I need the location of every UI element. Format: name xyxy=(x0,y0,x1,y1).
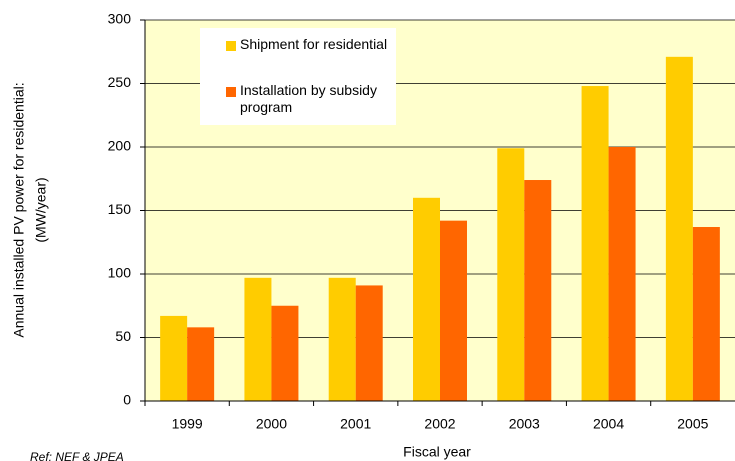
legend-swatch xyxy=(226,41,236,51)
x-tick-label: 2000 xyxy=(256,416,287,432)
note: Ref: NEF & JPEA xyxy=(30,450,124,461)
y-tick-label: 200 xyxy=(108,138,132,154)
y-tick-label: 150 xyxy=(108,201,132,217)
y-axis-label: Annual installed PV power for residentia… xyxy=(11,82,27,337)
bar xyxy=(271,305,299,401)
legend-label: Shipment for residential xyxy=(240,36,388,52)
bar xyxy=(665,56,693,402)
x-axis-label: Fiscal year xyxy=(403,444,471,460)
y-tick-label: 250 xyxy=(108,74,132,90)
x-tick-label: 2001 xyxy=(340,416,371,432)
bar xyxy=(413,197,440,401)
bar xyxy=(497,148,525,401)
y-tick-label: 50 xyxy=(115,328,131,344)
bar xyxy=(160,315,188,401)
bar xyxy=(524,180,552,401)
y-tick-label: 300 xyxy=(108,11,132,27)
x-tick-label: 2002 xyxy=(424,416,455,432)
x-tick-label: 2003 xyxy=(509,416,540,432)
legend-label: Installation by subsidy program xyxy=(240,82,377,115)
bar xyxy=(608,147,636,401)
bar xyxy=(328,277,356,401)
x-tick-label: 2005 xyxy=(677,416,708,432)
bar xyxy=(187,327,215,401)
bar xyxy=(581,86,609,401)
y-tick-label: 0 xyxy=(123,392,131,408)
y-axis-label: (MW/year) xyxy=(33,177,49,242)
bar xyxy=(692,227,720,401)
bar xyxy=(355,285,383,401)
legend-label-box: Installation by subsidy program xyxy=(240,82,377,115)
legend-swatch xyxy=(226,87,236,97)
legend-label-box: Shipment for residential xyxy=(240,36,388,52)
bar xyxy=(244,277,272,401)
x-tick-label: 2004 xyxy=(593,416,624,432)
bar xyxy=(440,220,467,401)
y-tick-label: 100 xyxy=(108,265,132,281)
x-tick-label: 1999 xyxy=(172,416,203,432)
